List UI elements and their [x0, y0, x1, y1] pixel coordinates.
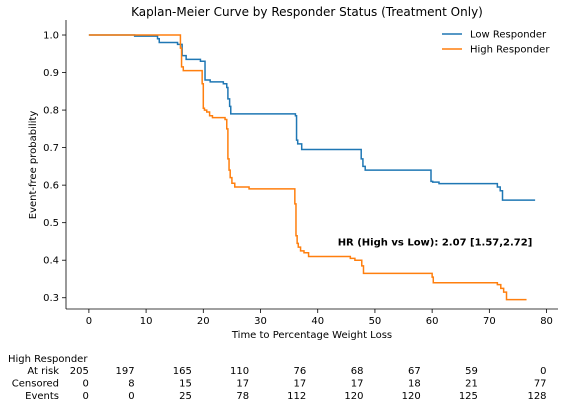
x-tick-label: 30	[254, 316, 267, 327]
risk-row-label-events: Events	[25, 391, 59, 402]
y-tick-label: 0.9	[43, 68, 59, 79]
x-tick-label: 10	[140, 316, 153, 327]
high-responder-km-curve	[88, 34, 527, 301]
risk-cell-censored: 17	[236, 379, 249, 390]
x-tick-label: 0	[86, 316, 92, 327]
risk-cell-events: 0	[83, 391, 89, 402]
risk-cell-events: 25	[179, 391, 192, 402]
risk-cell-censored: 15	[179, 379, 192, 390]
risk-cell-events: 0	[128, 391, 134, 402]
y-tick-label: 0.7	[43, 143, 59, 154]
x-tick-label: 20	[197, 316, 210, 327]
risk-cell-censored: 17	[351, 379, 364, 390]
risk-cell-events: 112	[287, 391, 306, 402]
risk-cell-censored: 18	[408, 379, 421, 390]
chart-title: Kaplan-Meier Curve by Responder Status (…	[131, 5, 483, 19]
y-tick-label: 0.3	[43, 293, 59, 304]
risk-cell-at-risk: 76	[294, 366, 307, 377]
risk-cell-censored: 8	[128, 379, 134, 390]
x-axis-label: Time to Percentage Weight Loss	[231, 330, 392, 341]
x-tick-label: 60	[426, 316, 439, 327]
risk-cell-at-risk: 67	[408, 366, 421, 377]
y-tick-label: 0.6	[43, 181, 59, 192]
plot-axes: 0 10 20 30 40 50 60 70 80 0.3 0.4 0.5 0.6 0.7 0.8 0.9 1.…	[43, 20, 558, 327]
y-tick-label: 1.0	[43, 31, 59, 42]
legend: Low Responder High Responder	[442, 30, 550, 56]
risk-cell-at-risk: 110	[230, 366, 249, 377]
risk-table-group-title: High Responder	[8, 354, 88, 365]
risk-cell-censored: 17	[294, 379, 307, 390]
x-tick-label: 50	[369, 316, 382, 327]
hazard-ratio-annotation: HR (High vs Low): 2.07 [1.57,2.72]	[338, 237, 533, 248]
risk-cell-at-risk: 0	[540, 366, 546, 377]
risk-cell-events: 125	[459, 391, 478, 402]
plot-series	[88, 34, 536, 301]
risk-cell-at-risk: 197	[116, 366, 135, 377]
risk-cell-at-risk: 68	[351, 366, 364, 377]
risk-cell-events: 128	[527, 391, 546, 402]
y-tick-label: 0.5	[43, 218, 59, 229]
risk-cell-at-risk: 165	[173, 366, 192, 377]
risk-cell-censored: 21	[465, 379, 478, 390]
risk-cell-events: 120	[402, 391, 421, 402]
risk-row-label-censored: Censored	[12, 379, 59, 390]
y-tick-label: 0.8	[43, 106, 59, 117]
risk-row-label-at-risk: At risk	[27, 366, 59, 377]
risk-cell-events: 120	[344, 391, 363, 402]
low-responder-km-curve	[88, 34, 536, 201]
risk-table: High Responder At risk 205 197 165 110 76 68 67…	[8, 354, 547, 402]
x-tick-label: 70	[483, 316, 496, 327]
risk-cell-at-risk: 59	[465, 366, 478, 377]
high-responder-legend-label: High Responder	[470, 45, 550, 56]
x-tick-label: 80	[540, 316, 553, 327]
risk-cell-censored: 77	[534, 379, 547, 390]
risk-cell-at-risk: 205	[70, 366, 89, 377]
risk-cell-events: 78	[236, 391, 249, 402]
low-responder-legend-label: Low Responder	[470, 30, 547, 41]
risk-cell-censored: 0	[83, 379, 89, 390]
y-tick-label: 0.4	[43, 256, 59, 267]
y-axis-label: Event-free probability	[28, 111, 39, 220]
x-tick-label: 40	[311, 316, 324, 327]
